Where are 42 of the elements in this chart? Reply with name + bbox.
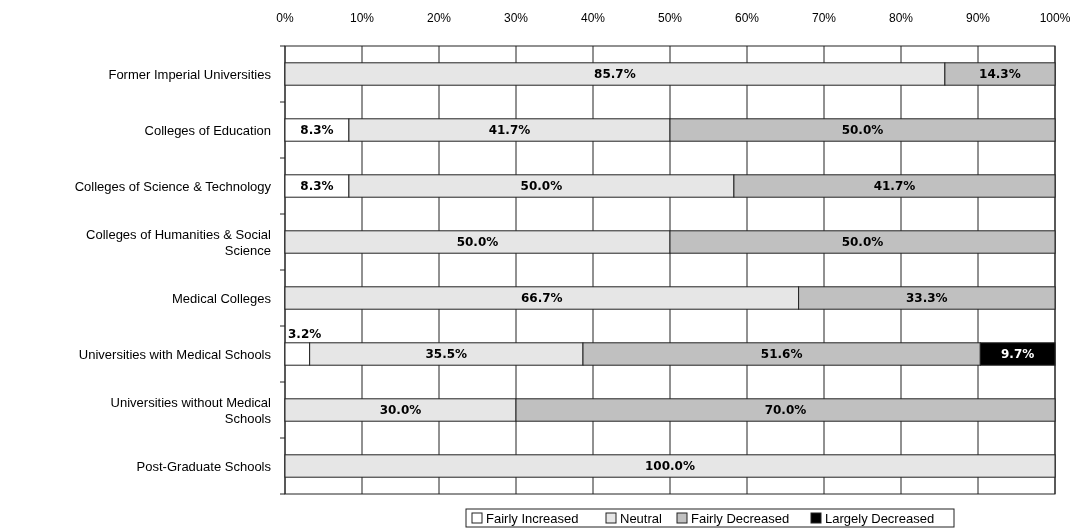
y-tick-label: Post-Graduate Schools [136, 458, 272, 474]
y-tick-label: Former Imperial Universities [108, 66, 272, 82]
y-tick-label: Universities without Medical Schools [110, 394, 272, 426]
data-label: 50.0% [456, 235, 499, 249]
data-label: 66.7% [520, 291, 563, 305]
data-label: 70.0% [764, 403, 807, 417]
x-tick-label: 60% [734, 11, 760, 25]
data-label: 8.3% [300, 123, 334, 137]
data-label: 41.7% [488, 123, 531, 137]
y-tick-label: Colleges of Education [144, 122, 271, 138]
x-tick-label: 30% [503, 11, 529, 25]
data-label: 50.0% [841, 235, 884, 249]
legend-label: Largely Decreased [825, 510, 935, 526]
x-tick-label: 0% [276, 11, 294, 25]
data-label: 41.7% [873, 179, 916, 193]
x-tick-label: 80% [888, 11, 914, 25]
x-tick-label: 90% [965, 11, 991, 25]
data-label: 50.0% [841, 123, 884, 137]
data-label: 3.2% [288, 326, 322, 341]
y-tick-label: Colleges of Humanities & Social Science [86, 226, 272, 258]
legend-label: Fairly Increased [486, 510, 579, 526]
data-label: 50.0% [520, 179, 563, 193]
data-label: 85.7% [594, 67, 636, 81]
legend-label: Fairly Decreased [691, 510, 790, 526]
y-tick-label: Colleges of Science & Technology [74, 178, 272, 194]
data-label: 30.0% [379, 403, 422, 417]
x-tick-label: 100% [1039, 11, 1071, 25]
x-tick-label: 40% [580, 11, 606, 25]
data-label: 14.3% [979, 67, 1021, 81]
data-label: 35.5% [425, 347, 468, 361]
y-tick-label: Medical Colleges [172, 290, 272, 306]
data-label: 9.7% [1001, 347, 1035, 361]
x-tick-label: 10% [349, 11, 375, 25]
x-tick-label: 70% [811, 11, 837, 25]
data-label: 8.3% [300, 179, 334, 193]
x-tick-label: 50% [657, 11, 683, 25]
y-tick-label: Universities with Medical Schools [78, 346, 272, 362]
data-label: 33.3% [905, 291, 948, 305]
legend-label: Neutral [620, 510, 663, 526]
data-label: 51.6% [760, 347, 803, 361]
data-label: 100.0% [645, 459, 695, 473]
x-tick-label: 20% [426, 11, 452, 25]
